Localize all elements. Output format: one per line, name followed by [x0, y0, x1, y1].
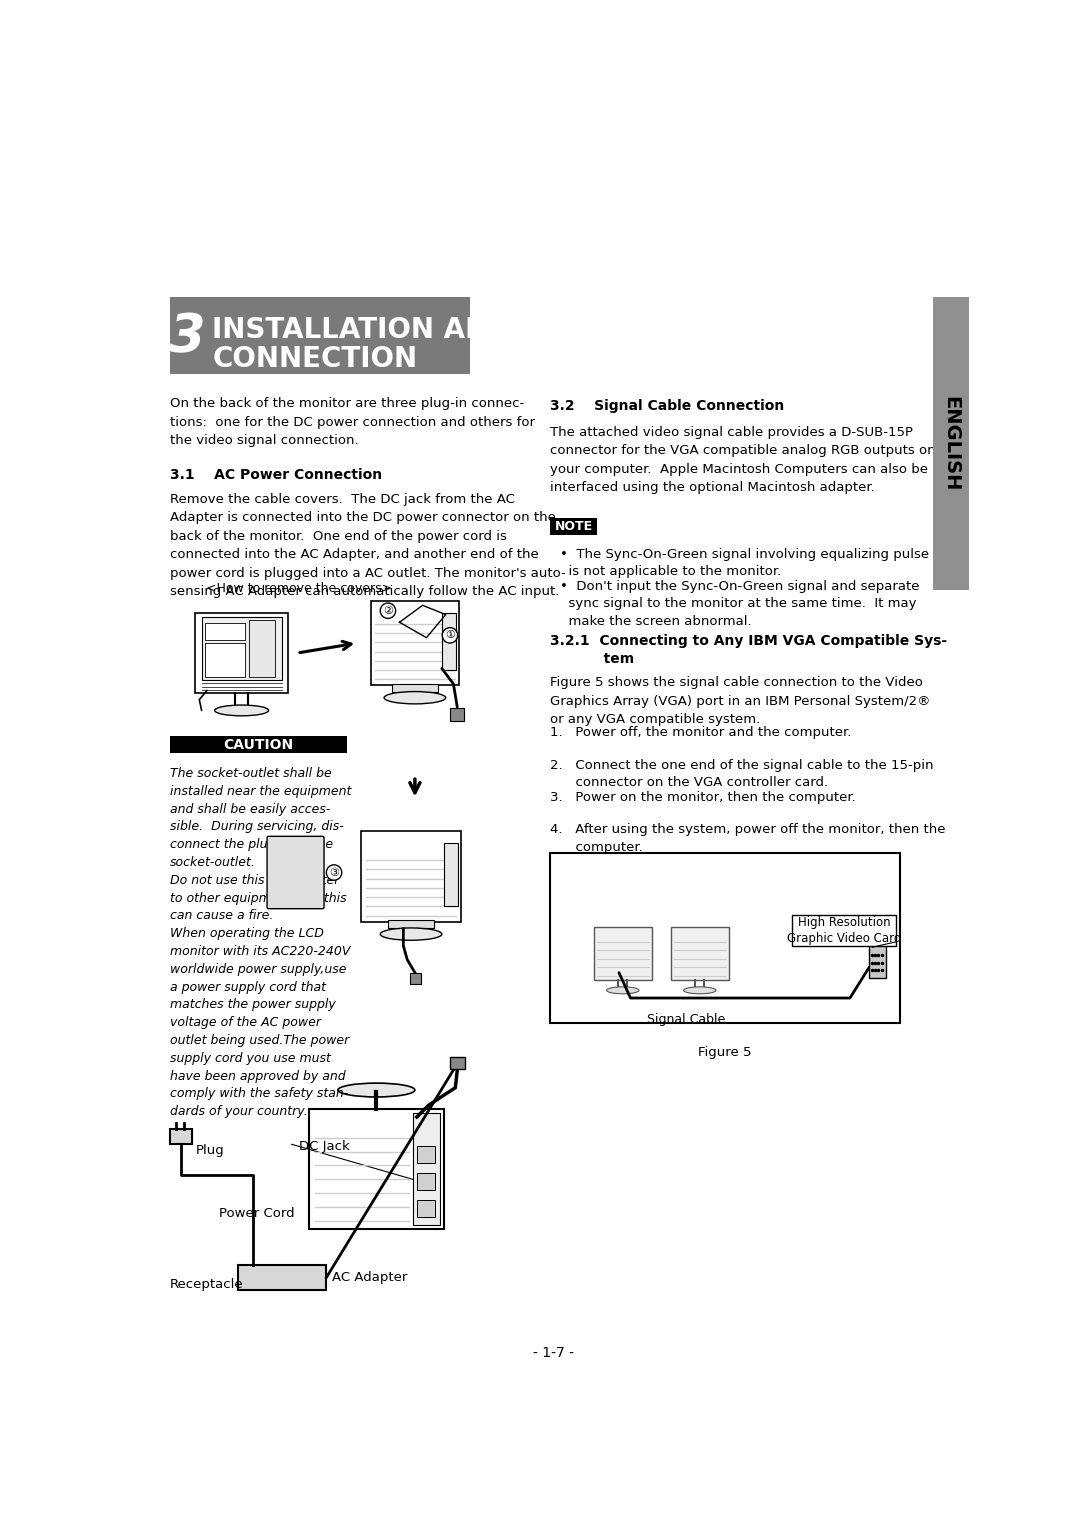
Text: ②: ②	[383, 605, 393, 616]
Bar	[309, 1109, 444, 1229]
Text: 3.2.1  Connecting to Any IBM VGA Compatible Sys-
           tem: 3.2.1 Connecting to Any IBM VGA Compatib…	[550, 634, 947, 666]
Bar	[170, 736, 347, 753]
Text: Power Cord: Power Cord	[218, 1207, 294, 1221]
Circle shape	[442, 628, 458, 643]
Circle shape	[326, 865, 341, 880]
Ellipse shape	[338, 1083, 415, 1097]
Bar	[550, 853, 900, 1022]
Bar	[170, 298, 470, 374]
Ellipse shape	[215, 704, 269, 715]
Bar	[249, 620, 275, 677]
Circle shape	[380, 604, 395, 619]
Bar	[450, 709, 464, 721]
Bar	[417, 1146, 435, 1163]
Text: 4.   After using the system, power off the monitor, then the
      computer.: 4. After using the system, power off the…	[550, 824, 945, 854]
Ellipse shape	[607, 987, 639, 993]
Bar	[869, 944, 886, 978]
Text: NOTE: NOTE	[554, 520, 593, 533]
Bar	[442, 613, 456, 669]
Bar	[392, 685, 438, 692]
Text: Remove the cable covers.  The DC jack from the AC
Adapter is connected into the : Remove the cable covers. The DC jack fro…	[170, 494, 566, 599]
Text: 2.   Connect the one end of the signal cable to the 15-pin
      connector on th: 2. Connect the one end of the signal cab…	[550, 758, 933, 788]
Text: ③: ③	[329, 868, 339, 877]
Bar	[933, 298, 969, 590]
Bar	[202, 617, 282, 680]
Bar	[671, 927, 729, 979]
Bar	[195, 613, 288, 694]
Bar	[409, 973, 421, 984]
Text: CONNECTION: CONNECTION	[213, 345, 418, 373]
Text: - 1-7 -: - 1-7 -	[534, 1346, 573, 1360]
Text: 3.2    Signal Cable Connection: 3.2 Signal Cable Connection	[550, 399, 784, 413]
Text: DC Jack: DC Jack	[299, 1140, 350, 1154]
Ellipse shape	[684, 987, 716, 993]
Text: High Resolution
Graphic Video Card: High Resolution Graphic Video Card	[787, 915, 902, 944]
Text: ①: ①	[445, 631, 455, 640]
Ellipse shape	[380, 927, 442, 940]
Text: •  The Sync-On-Green signal involving equalizing pulse
  is not applicable to th: • The Sync-On-Green signal involving equ…	[561, 547, 930, 578]
Text: Figure 5: Figure 5	[698, 1045, 752, 1059]
Bar	[417, 1174, 435, 1190]
Bar	[170, 1129, 191, 1144]
Bar	[413, 1112, 440, 1225]
Ellipse shape	[384, 692, 446, 704]
Text: Plug: Plug	[197, 1143, 225, 1157]
Bar	[238, 1265, 326, 1290]
Bar	[361, 831, 461, 921]
Text: 3.   Power on the monitor, then the computer.: 3. Power on the monitor, then the comput…	[550, 792, 855, 804]
Text: On the back of the monitor are three plug-in connec-
tions:  one for the DC powe: On the back of the monitor are three plu…	[170, 397, 535, 448]
Bar	[793, 915, 896, 946]
Text: 3: 3	[168, 312, 205, 364]
Text: <How to remove the covers>: <How to remove the covers>	[206, 582, 392, 596]
FancyBboxPatch shape	[267, 836, 324, 909]
Bar	[370, 601, 459, 686]
Bar	[444, 843, 458, 906]
Text: •  Don't input the Sync-On-Green signal and separate
  sync signal to the monito: • Don't input the Sync-On-Green signal a…	[561, 581, 920, 628]
Bar	[205, 643, 245, 677]
Text: CAUTION: CAUTION	[224, 738, 294, 752]
Text: 3.1    AC Power Connection: 3.1 AC Power Connection	[170, 468, 382, 483]
Text: Figure 5 shows the signal cable connection to the Video
Graphics Array (VGA) por: Figure 5 shows the signal cable connecti…	[550, 677, 930, 726]
Bar	[450, 1057, 465, 1070]
Text: Signal Cable: Signal Cable	[647, 1013, 726, 1027]
Bar	[205, 623, 245, 640]
Bar	[550, 518, 597, 535]
Bar	[388, 920, 434, 927]
Text: The socket-outlet shall be
installed near the equipment
and shall be easily acce: The socket-outlet shall be installed nea…	[170, 767, 351, 1118]
Text: The attached video signal cable provides a D-SUB-15P
connector for the VGA compa: The attached video signal cable provides…	[550, 426, 935, 495]
Text: AC Adapter: AC Adapter	[332, 1271, 407, 1285]
Bar	[594, 927, 651, 979]
Text: INSTALLATION AND: INSTALLATION AND	[213, 316, 512, 344]
Text: 1.   Power off, the monitor and the computer.: 1. Power off, the monitor and the comput…	[550, 726, 851, 740]
Text: ENGLISH: ENGLISH	[942, 396, 960, 492]
Text: Receptacle: Receptacle	[170, 1279, 244, 1291]
Bar	[417, 1199, 435, 1218]
